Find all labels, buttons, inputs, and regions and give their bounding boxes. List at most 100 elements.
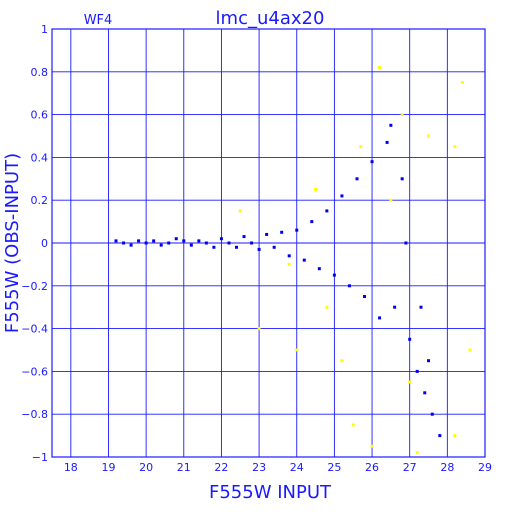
data-point — [265, 232, 269, 236]
outlier-point — [238, 209, 242, 213]
data-point — [355, 177, 359, 181]
y-tick-label: −0.6 — [21, 365, 48, 378]
grid — [52, 28, 486, 458]
outlier-point — [453, 434, 457, 438]
outlier-point — [408, 380, 412, 384]
data-point — [295, 228, 299, 232]
chart-corner-label: WF4 — [84, 13, 113, 28]
y-tick-label: −1 — [32, 451, 48, 464]
y-tick-label: 0.4 — [31, 151, 49, 164]
y-tick-label: 0.6 — [31, 109, 49, 122]
x-tick-label: 20 — [139, 461, 153, 474]
data-point — [227, 241, 231, 245]
data-point — [234, 245, 238, 249]
y-tick-label: −0.8 — [21, 408, 48, 421]
x-tick-label: 29 — [478, 461, 492, 474]
data-point — [287, 254, 291, 258]
y-tick-label: 0.2 — [31, 194, 49, 207]
data-point — [415, 369, 419, 373]
outlier-point — [378, 66, 382, 70]
outlier-point — [427, 134, 431, 138]
outlier-point — [257, 327, 261, 331]
data-point — [363, 295, 367, 298]
x-tick-label: 25 — [327, 461, 341, 474]
outlier-point — [460, 81, 464, 84]
data-point — [370, 160, 374, 164]
data-point — [159, 243, 163, 247]
x-tick-label: 18 — [64, 461, 78, 474]
y-tick-label: 0.8 — [31, 66, 49, 79]
data-point — [400, 177, 404, 181]
data-point — [129, 243, 133, 247]
data-point — [122, 241, 126, 245]
outlier-point — [314, 188, 318, 191]
outlier-point — [389, 198, 393, 202]
data-point — [340, 194, 344, 198]
data-point — [212, 245, 216, 249]
x-tick-label: 26 — [365, 461, 379, 474]
x-axis-label: F555W INPUT — [209, 482, 332, 503]
outlier-point — [340, 359, 344, 363]
data-point — [257, 247, 261, 251]
data-point — [389, 123, 393, 127]
data-point — [310, 220, 314, 224]
x-tick-label: 24 — [290, 461, 304, 474]
data-point — [423, 391, 427, 395]
axis-ticks: 18 19 20 21 22 23 24 25 26 27 28 29 −1 −0.8 −0.6 −0.4 −0… — [21, 23, 492, 474]
data-point — [189, 243, 193, 247]
outlier-point — [287, 262, 291, 266]
x-tick-label: 23 — [252, 461, 266, 474]
data-point — [197, 239, 201, 243]
outlier-point — [415, 451, 419, 455]
data-point — [427, 359, 431, 363]
x-tick-label: 19 — [101, 461, 115, 474]
outlier-point — [400, 113, 404, 117]
outlier-point — [453, 145, 457, 149]
y-tick-label: −0.4 — [21, 323, 48, 336]
y-axis-label: F555W (OBS-INPUT) — [2, 153, 23, 333]
data-point — [332, 273, 336, 277]
data-point — [378, 316, 382, 320]
outlier-point — [370, 444, 374, 448]
data-point — [137, 239, 141, 243]
y-tick-label: −0.2 — [21, 280, 48, 293]
data-point — [219, 237, 223, 241]
x-tick-label: 21 — [177, 461, 191, 474]
data-point — [393, 305, 397, 309]
data-point — [144, 241, 148, 245]
outlier-point — [295, 348, 299, 352]
data-point — [182, 239, 186, 243]
data-point — [347, 284, 351, 288]
data-point — [204, 241, 208, 245]
data-point — [152, 239, 156, 243]
chart-title: lmc_u4ax20 — [216, 8, 325, 29]
data-point — [325, 209, 329, 213]
data-point — [174, 237, 178, 241]
x-tick-label: 27 — [403, 461, 417, 474]
data-point — [167, 241, 171, 245]
data-point — [242, 235, 246, 239]
data-point — [419, 305, 423, 309]
data-point — [430, 412, 434, 416]
data-point — [114, 239, 118, 243]
y-tick-label: 1 — [41, 23, 48, 36]
data-point — [317, 267, 321, 271]
data-point — [408, 337, 412, 341]
data-point — [438, 434, 442, 438]
outlier-point — [351, 423, 355, 427]
data-point — [302, 258, 306, 262]
data-point — [404, 241, 408, 245]
x-tick-label: 28 — [440, 461, 454, 474]
outlier-point — [468, 348, 472, 352]
x-tick-label: 22 — [214, 461, 228, 474]
plot-frame — [51, 28, 486, 458]
data-point — [250, 241, 254, 245]
outlier-point — [359, 145, 363, 149]
y-tick-label: 0 — [41, 237, 48, 250]
data-points — [114, 66, 472, 455]
data-point — [272, 245, 276, 249]
data-point — [280, 230, 284, 234]
data-point — [385, 140, 389, 144]
outlier-point — [325, 305, 329, 309]
